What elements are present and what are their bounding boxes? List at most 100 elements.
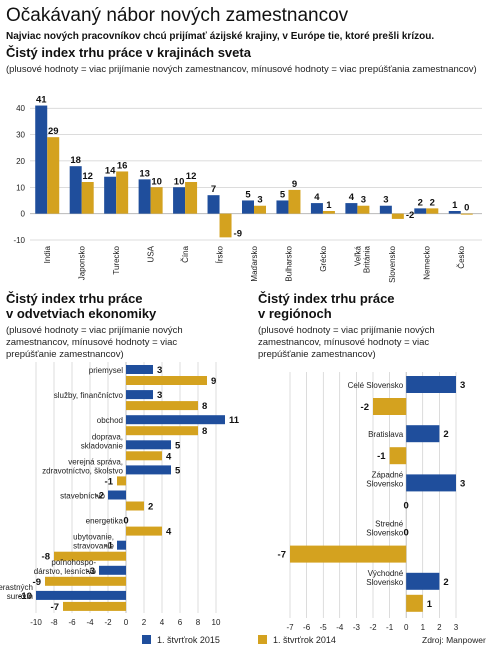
bar-2015 bbox=[276, 200, 289, 214]
category-label: Írsko bbox=[216, 245, 225, 263]
bar-2015 bbox=[138, 179, 151, 214]
x-tick-label: 0 bbox=[124, 618, 129, 627]
sectors-chart-note-line-3: prepúšťanie zamestnancov) bbox=[6, 349, 124, 360]
category-label: Celé Slovensko bbox=[348, 381, 404, 390]
y-tick-label: 40 bbox=[16, 104, 25, 113]
bar-2015 bbox=[36, 590, 126, 600]
bar-2014 bbox=[254, 205, 266, 214]
sectors-chart-note-line-1: (plusové hodnoty = viac prijímanie novýc… bbox=[6, 325, 183, 336]
data-label-2014: 4 bbox=[166, 451, 172, 462]
data-label-2014: 3 bbox=[361, 195, 366, 206]
bar-2015 bbox=[310, 203, 323, 214]
category-label: ťažba nerastnýchsurovín bbox=[0, 583, 33, 601]
data-label-2014: 9 bbox=[292, 179, 297, 190]
y-tick-label: 30 bbox=[16, 131, 25, 140]
data-label-2014: 0 bbox=[404, 500, 409, 511]
x-tick-label: 2 bbox=[437, 623, 442, 632]
bar-2014 bbox=[460, 213, 473, 215]
bar-2014 bbox=[126, 426, 198, 436]
data-label-2015: 5 bbox=[280, 189, 286, 200]
x-tick-label: 10 bbox=[212, 618, 221, 627]
data-label-2014: 16 bbox=[117, 160, 128, 171]
bar-2014 bbox=[185, 182, 198, 214]
data-label-2015: 3 bbox=[460, 380, 465, 391]
bar-2015 bbox=[406, 572, 440, 590]
x-tick-label: -4 bbox=[336, 623, 344, 632]
bar-2015 bbox=[345, 203, 358, 214]
data-label-2015: 14 bbox=[105, 166, 116, 177]
data-label-2015: 41 bbox=[36, 95, 47, 106]
bar-2015 bbox=[126, 415, 225, 425]
data-label-2015: -1 bbox=[105, 541, 114, 552]
bar-2014 bbox=[406, 594, 423, 612]
data-label-2015: 4 bbox=[314, 192, 320, 203]
x-tick-label: 2 bbox=[142, 618, 147, 627]
sectors-chart: Čistý index trhu práce v odvetviach ekon… bbox=[0, 291, 240, 627]
data-label-2015: 4 bbox=[349, 192, 355, 203]
data-label-2015: 3 bbox=[157, 390, 162, 401]
bar-2014 bbox=[47, 137, 60, 214]
bar-2015 bbox=[173, 187, 186, 214]
data-label-2014: 29 bbox=[48, 126, 59, 137]
bar-2014 bbox=[126, 501, 144, 511]
data-label-2014: 12 bbox=[186, 171, 197, 182]
category-label: Čína bbox=[181, 245, 190, 262]
category-label: obchod bbox=[97, 416, 123, 425]
regions-chart-title-line-1: Čistý index trhu práce bbox=[258, 291, 395, 306]
data-label-2015: 10 bbox=[174, 176, 185, 187]
x-tick-label: 0 bbox=[404, 623, 409, 632]
bar-2014 bbox=[150, 187, 163, 214]
bar-2015 bbox=[406, 425, 440, 443]
bar-2015 bbox=[117, 540, 126, 550]
bar-2015 bbox=[207, 195, 220, 214]
x-tick-label: -5 bbox=[320, 623, 328, 632]
legend-label-2014: 1. štvrťrok 2014 bbox=[273, 635, 336, 645]
regions-chart: Čistý index trhu práce v regiónoch (plus… bbox=[258, 291, 465, 632]
bar-2014 bbox=[391, 213, 404, 219]
category-label: priemysel bbox=[89, 366, 123, 375]
x-tick-label: 4 bbox=[160, 618, 165, 627]
bar-2014 bbox=[322, 211, 335, 214]
bar-2015 bbox=[126, 390, 153, 400]
countries-chart-note: (plusové hodnoty = viac prijímanie novýc… bbox=[6, 64, 477, 75]
data-label-2014: -2 bbox=[361, 402, 369, 413]
x-tick-label: -1 bbox=[386, 623, 394, 632]
bar-2014 bbox=[126, 451, 162, 461]
legend-swatch-2015 bbox=[142, 635, 151, 644]
sectors-chart-title-line-1: Čistý index trhu práce bbox=[6, 291, 143, 306]
bar-2014 bbox=[116, 171, 129, 214]
source-note: Zdroj: Manpower bbox=[422, 635, 486, 645]
data-label-2014: 2 bbox=[430, 197, 435, 208]
x-tick-label: -6 bbox=[303, 623, 311, 632]
data-label-2014: 3 bbox=[257, 195, 262, 206]
data-label-2014: -9 bbox=[33, 577, 41, 588]
infographic-subtitle: Najviac nových pracovníkov chcú prijímať… bbox=[6, 31, 434, 42]
data-label-2015: 3 bbox=[157, 365, 162, 376]
category-label: ubytovanie, stravovanie bbox=[73, 533, 114, 551]
bar-2015 bbox=[242, 200, 254, 214]
category-label: Bulharsko bbox=[284, 245, 293, 281]
regions-chart-note-line-2: zamestnancov, mínusové hodnoty = viac bbox=[258, 337, 429, 348]
category-label: Maďarsko bbox=[250, 245, 259, 281]
data-label-2014: 1 bbox=[326, 200, 332, 211]
category-label: Slovensko bbox=[388, 245, 397, 282]
data-label-2014: -1 bbox=[377, 451, 386, 462]
bar-2014 bbox=[63, 601, 126, 611]
sectors-chart-note-line-2: zamestnancov, mínusové hodnoty = viac bbox=[6, 337, 177, 348]
countries-chart: Čistý index trhu práce v krajinách sveta… bbox=[6, 45, 482, 283]
y-tick-label: 20 bbox=[16, 157, 25, 166]
x-tick-label: -2 bbox=[104, 618, 112, 627]
infographic-title: Očakávaný nábor nových zamestnancov bbox=[6, 5, 349, 26]
data-label-2014: -2 bbox=[406, 210, 414, 221]
category-label: Východné Slovensko bbox=[366, 569, 403, 587]
legend-swatch-2014 bbox=[258, 635, 267, 644]
bar-2014 bbox=[288, 189, 301, 214]
data-label-2014: -8 bbox=[42, 552, 50, 563]
bar-2014 bbox=[117, 476, 126, 486]
regions-chart-note-line-1: (plusové hodnoty = viac prijímanie novýc… bbox=[258, 325, 435, 336]
data-label-2014: -7 bbox=[278, 550, 286, 561]
category-label: Stredné Slovensko bbox=[366, 520, 403, 538]
data-label-2015: 13 bbox=[139, 168, 150, 179]
legend-label-2015: 1. štvrťrok 2015 bbox=[157, 635, 220, 645]
data-label-2015: 18 bbox=[70, 155, 81, 166]
